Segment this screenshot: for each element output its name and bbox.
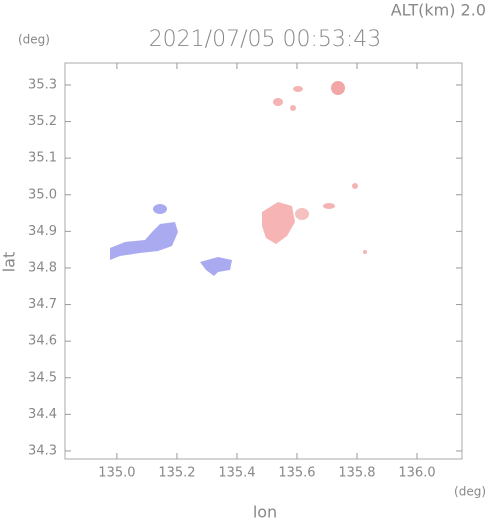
y-tick-label: 35.3 [28,77,57,92]
echo-blob [323,203,335,209]
y-unit: (deg) [18,33,50,47]
x-tick-label: 135.2 [158,466,195,481]
y-tick-label: 35.2 [28,114,57,129]
y-tick-label: 35.1 [28,151,57,166]
echo-blob [153,204,167,214]
x-unit: (deg) [454,485,486,499]
echo-blob [363,250,367,254]
chart-title: 2021/07/05 00:53:43 [149,27,382,52]
altitude-label: ALT(km) 2.0 [391,1,486,20]
echo-blob [331,81,345,95]
y-tick-label: 34.9 [28,224,57,239]
y-tick-label: 34.8 [28,260,57,275]
y-axis-label: lat [0,252,19,273]
plot-frame [64,62,463,460]
echo-field [110,81,367,276]
x-tick-label: 135.6 [278,466,315,481]
echo-blob [295,208,309,220]
x-tick-label: 135.0 [98,466,135,481]
y-tick-label: 34.5 [28,370,57,385]
x-tick-label: 135.4 [218,466,255,481]
echo-blob [110,222,178,260]
x-tick-label: 136.0 [398,466,435,481]
y-tick-label: 34.3 [28,443,57,458]
echo-blob [262,202,295,244]
echo-blob [273,98,283,106]
y-tick-label: 34.6 [28,334,57,349]
y-tick-label: 34.7 [28,297,57,312]
x-axis-label: lon [253,503,277,521]
y-tick-label: 34.4 [28,407,57,422]
y-tick-label: 35.0 [28,187,57,202]
echo-blob [290,105,296,111]
echo-blob [200,257,232,276]
echo-blob [293,86,303,92]
echo-blob [352,183,358,189]
x-tick-label: 135.8 [338,466,375,481]
